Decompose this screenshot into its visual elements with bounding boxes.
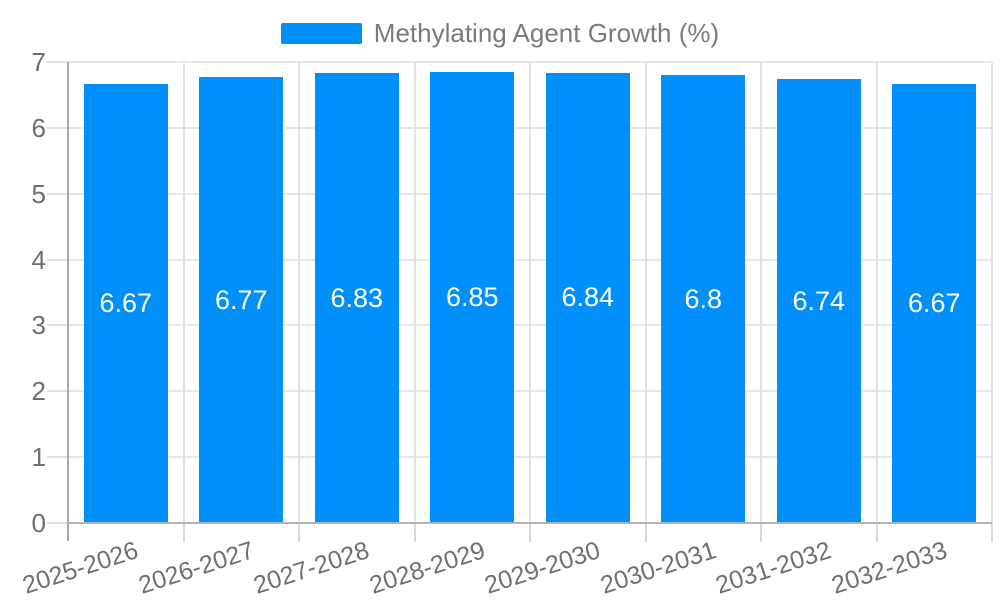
legend-label: Methylating Agent Growth (%) xyxy=(373,17,720,48)
bar-value-label: 6.84 xyxy=(561,282,615,313)
x-axis-tick xyxy=(991,524,993,542)
x-axis-line xyxy=(68,522,992,524)
legend-item-methylating-agent-growth[interactable]: Methylating Agent Growth (%) xyxy=(280,17,720,49)
bar[interactable]: 6.85 xyxy=(430,71,515,523)
y-axis-tick-label: 0 xyxy=(31,508,46,538)
bar[interactable]: 6.83 xyxy=(314,73,399,523)
y-axis-tick-label: 5 xyxy=(31,178,46,209)
x-axis-tick xyxy=(875,524,878,542)
x-axis-tick-label: 2026-2027 xyxy=(134,536,258,600)
x-axis-tick-label: 2032-2033 xyxy=(827,536,951,600)
gridline-vertical xyxy=(413,62,416,523)
x-axis-tick-label: 2027-2028 xyxy=(250,536,373,600)
y-axis-tick xyxy=(47,456,67,459)
y-axis-tick-label: 1 xyxy=(31,442,46,473)
y-axis-tick-label: 6 xyxy=(31,112,46,143)
gridline-vertical xyxy=(529,62,531,523)
x-axis-tick-label: 2031-2032 xyxy=(712,536,835,600)
x-axis-tick-label: 2025-2026 xyxy=(19,536,142,600)
x-axis-tick xyxy=(182,524,185,542)
x-axis-tick xyxy=(413,524,416,542)
x-axis-tick-label: 2030-2031 xyxy=(596,536,720,600)
bar-value-label: 6.74 xyxy=(792,285,846,316)
x-axis-tick-label: 2029-2030 xyxy=(481,536,604,600)
bar-value-label: 6.85 xyxy=(445,281,499,312)
gridline-vertical xyxy=(760,62,762,523)
bar-value-label: 6.83 xyxy=(330,282,384,313)
gridline-vertical xyxy=(991,62,993,523)
gridline-vertical xyxy=(644,62,647,523)
gridline-vertical xyxy=(875,62,878,523)
bar[interactable]: 6.84 xyxy=(545,72,630,523)
y-axis-tick xyxy=(47,61,67,63)
bar-value-label: 6.67 xyxy=(907,287,961,318)
x-axis-tick xyxy=(760,524,762,542)
bar[interactable]: 6.74 xyxy=(776,79,861,523)
bar-value-label: 6.8 xyxy=(684,283,723,314)
x-axis-tick xyxy=(529,524,531,542)
y-axis-tick xyxy=(47,522,67,524)
y-axis-tick-label: 3 xyxy=(31,310,46,341)
bar[interactable]: 6.67 xyxy=(892,83,977,523)
bar[interactable]: 6.77 xyxy=(199,77,284,523)
x-axis-tick xyxy=(644,524,647,542)
y-axis-tick xyxy=(47,258,67,261)
gridline-vertical xyxy=(182,62,185,523)
y-axis-line xyxy=(67,62,69,541)
bar-value-label: 6.77 xyxy=(214,284,268,315)
y-axis-tick xyxy=(47,192,67,195)
y-axis-tick-label: 7 xyxy=(31,47,46,77)
bar[interactable]: 6.8 xyxy=(661,75,746,523)
y-axis-tick xyxy=(47,324,67,327)
y-axis-tick-label: 2 xyxy=(31,376,46,407)
plot-area: 6.67 6.77 6.83 6.85 6.84 6.8 6.74 6.67 xyxy=(68,61,993,523)
y-axis-tick xyxy=(47,390,67,393)
bar[interactable]: 6.67 xyxy=(83,83,168,523)
y-axis-tick-label: 4 xyxy=(31,244,46,275)
bar-value-label: 6.67 xyxy=(99,287,153,318)
x-axis-tick xyxy=(298,524,300,542)
chart-legend: Methylating Agent Growth (%) xyxy=(0,18,1000,48)
legend-swatch xyxy=(280,22,362,44)
y-axis-tick xyxy=(47,126,67,129)
gridline-vertical xyxy=(298,62,300,523)
x-axis-tick-label: 2028-2029 xyxy=(365,536,489,600)
